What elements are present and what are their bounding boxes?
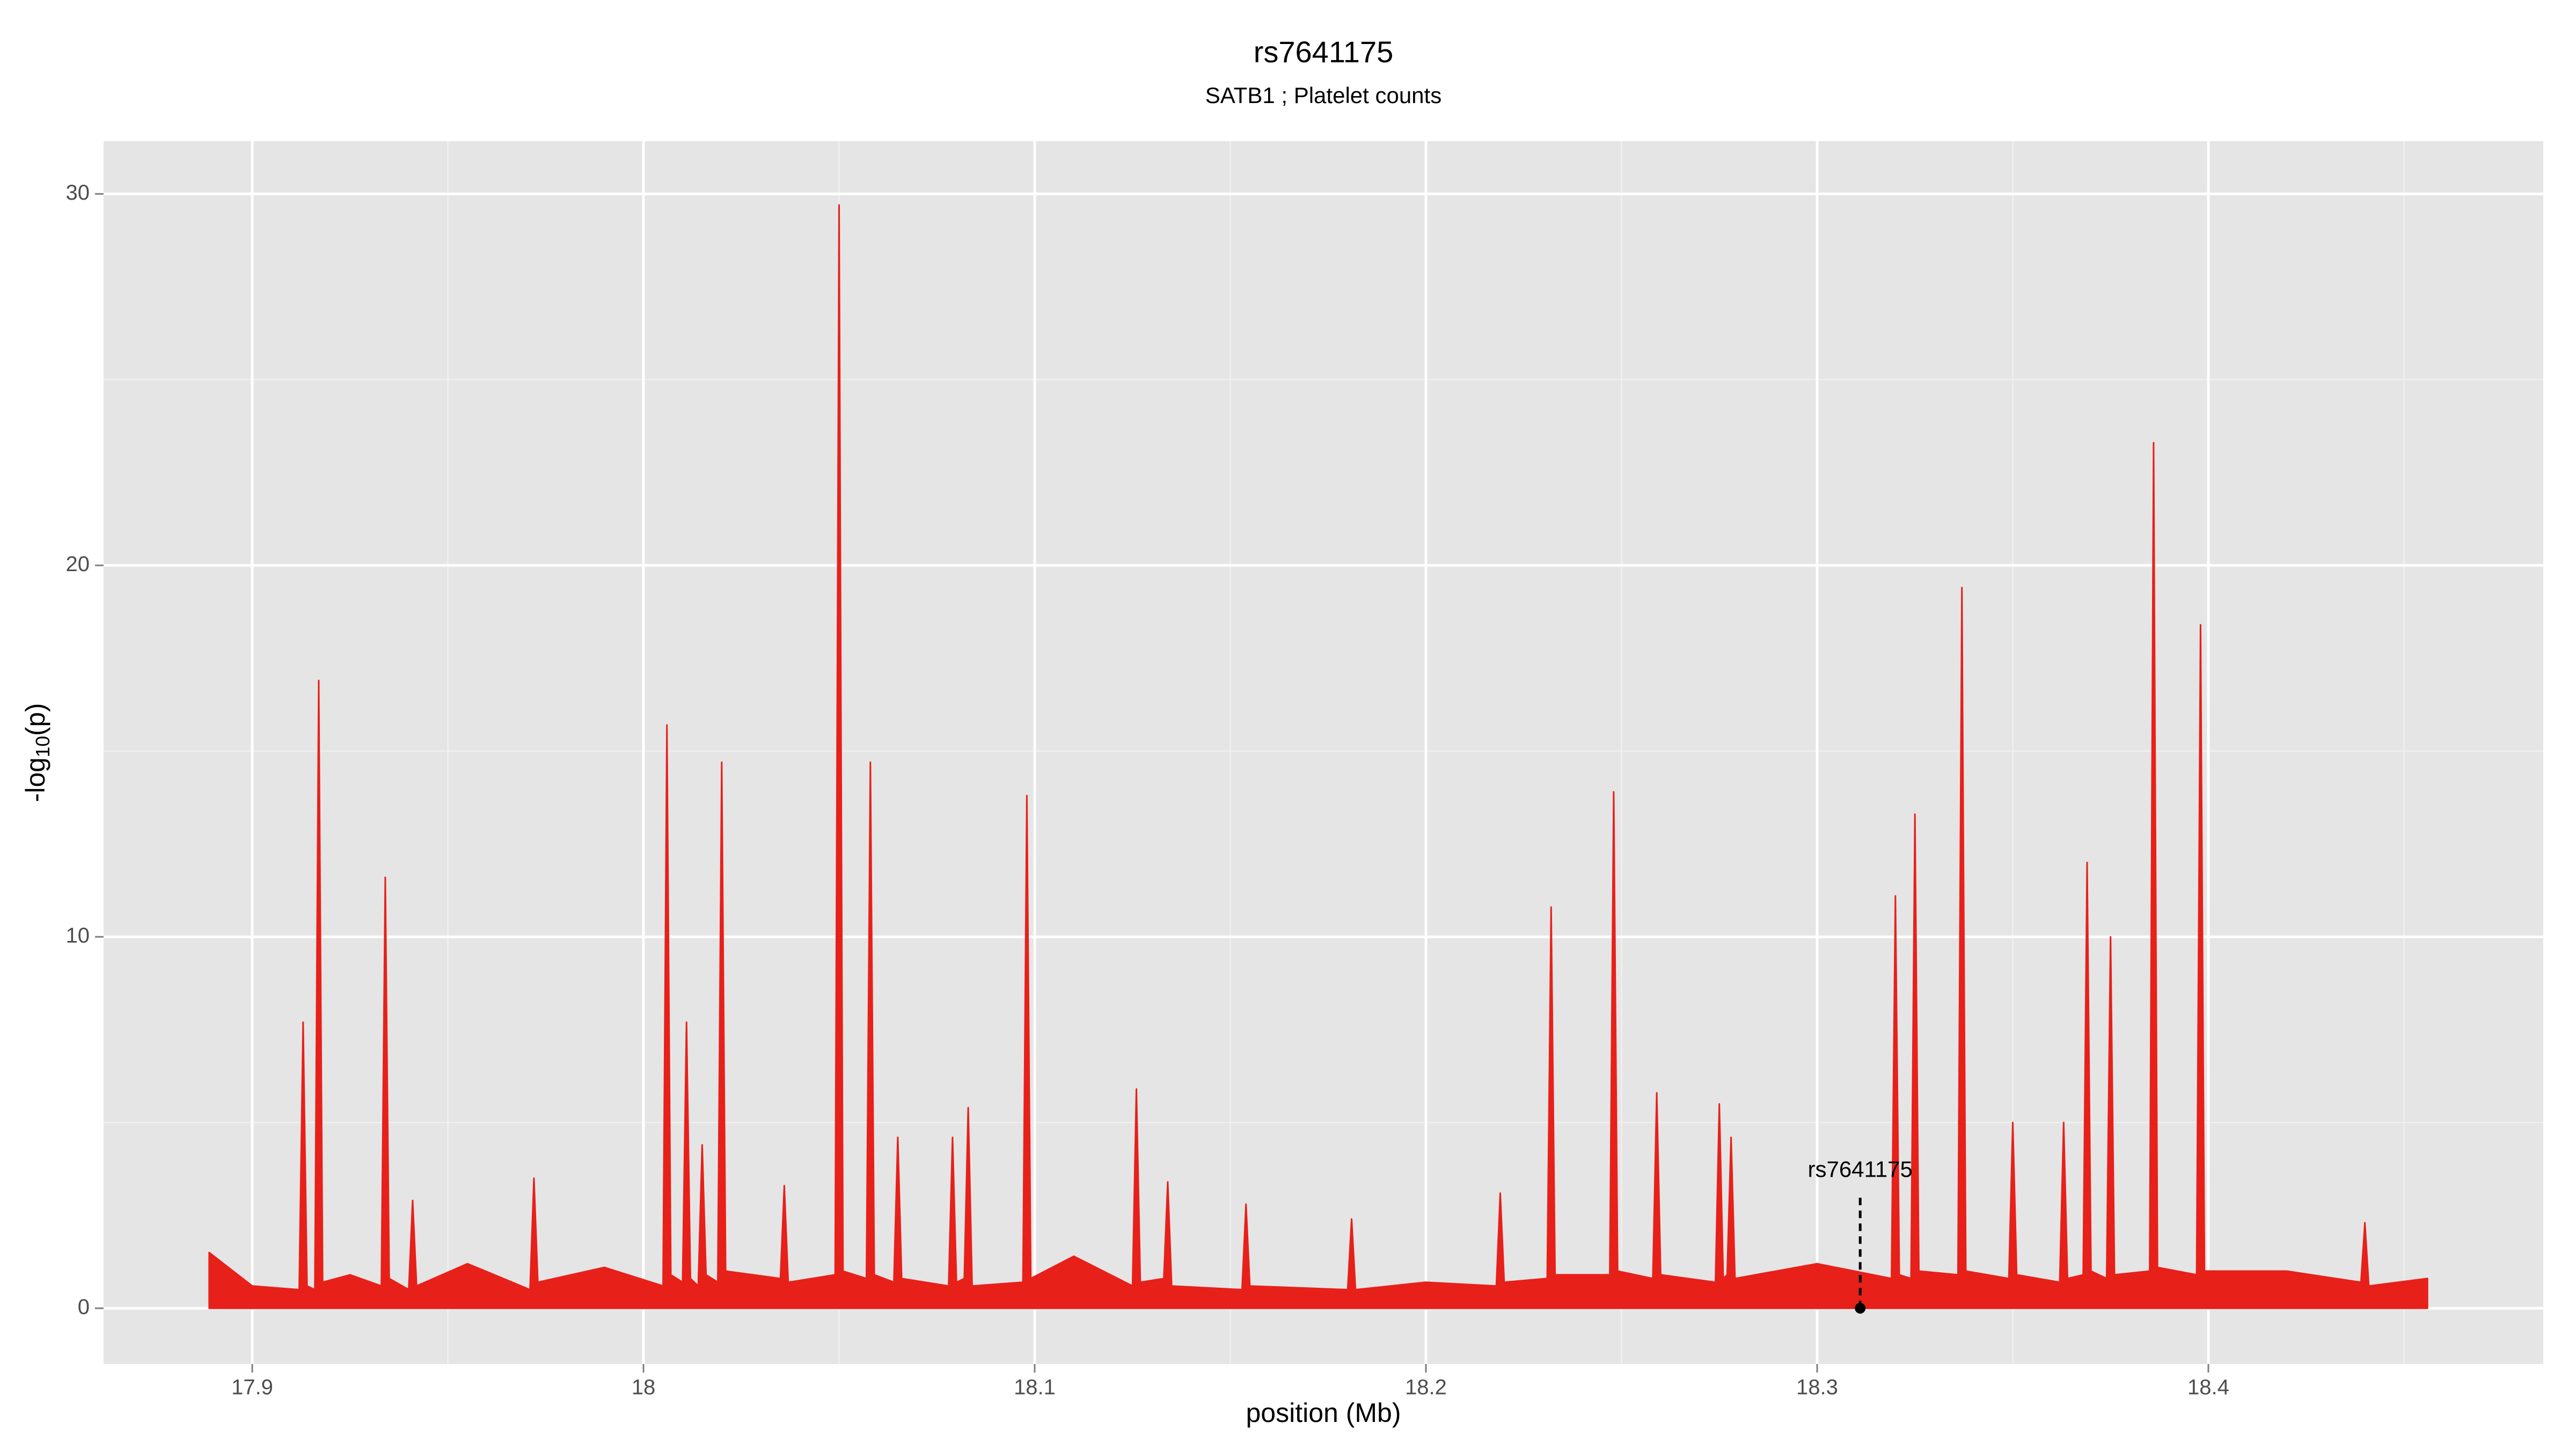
y-axis-title: -log10(p) (20, 703, 53, 802)
y-tick-label: 30 (66, 181, 90, 205)
y-axis-title-subscript: 10 (32, 736, 54, 757)
x-tick-label: 17.9 (231, 1376, 273, 1399)
x-tick-label: 18.4 (2187, 1376, 2229, 1399)
y-axis-title-part: (p) (20, 703, 50, 736)
x-axis-title: position (Mb) (1246, 1398, 1401, 1428)
y-tick-label: 10 (66, 924, 90, 947)
annotation-point (1855, 1303, 1866, 1314)
area (208, 204, 2428, 1309)
x-tick-label: 18.1 (1014, 1376, 1056, 1399)
y-axis-title-part: -log (20, 757, 50, 802)
plot-panel (104, 141, 2543, 1364)
x-tick-label: 18.2 (1405, 1376, 1447, 1399)
x-tick-label: 18 (632, 1376, 656, 1399)
chart-subtitle: SATB1 ; Platelet counts (1205, 83, 1441, 108)
x-tick-label: 18.3 (1796, 1376, 1838, 1399)
y-tick-label: 0 (78, 1295, 90, 1319)
y-tick-label: 20 (66, 552, 90, 576)
chart-title: rs7641175 (1254, 35, 1394, 69)
annotation-label: rs7641175 (1807, 1156, 1912, 1181)
